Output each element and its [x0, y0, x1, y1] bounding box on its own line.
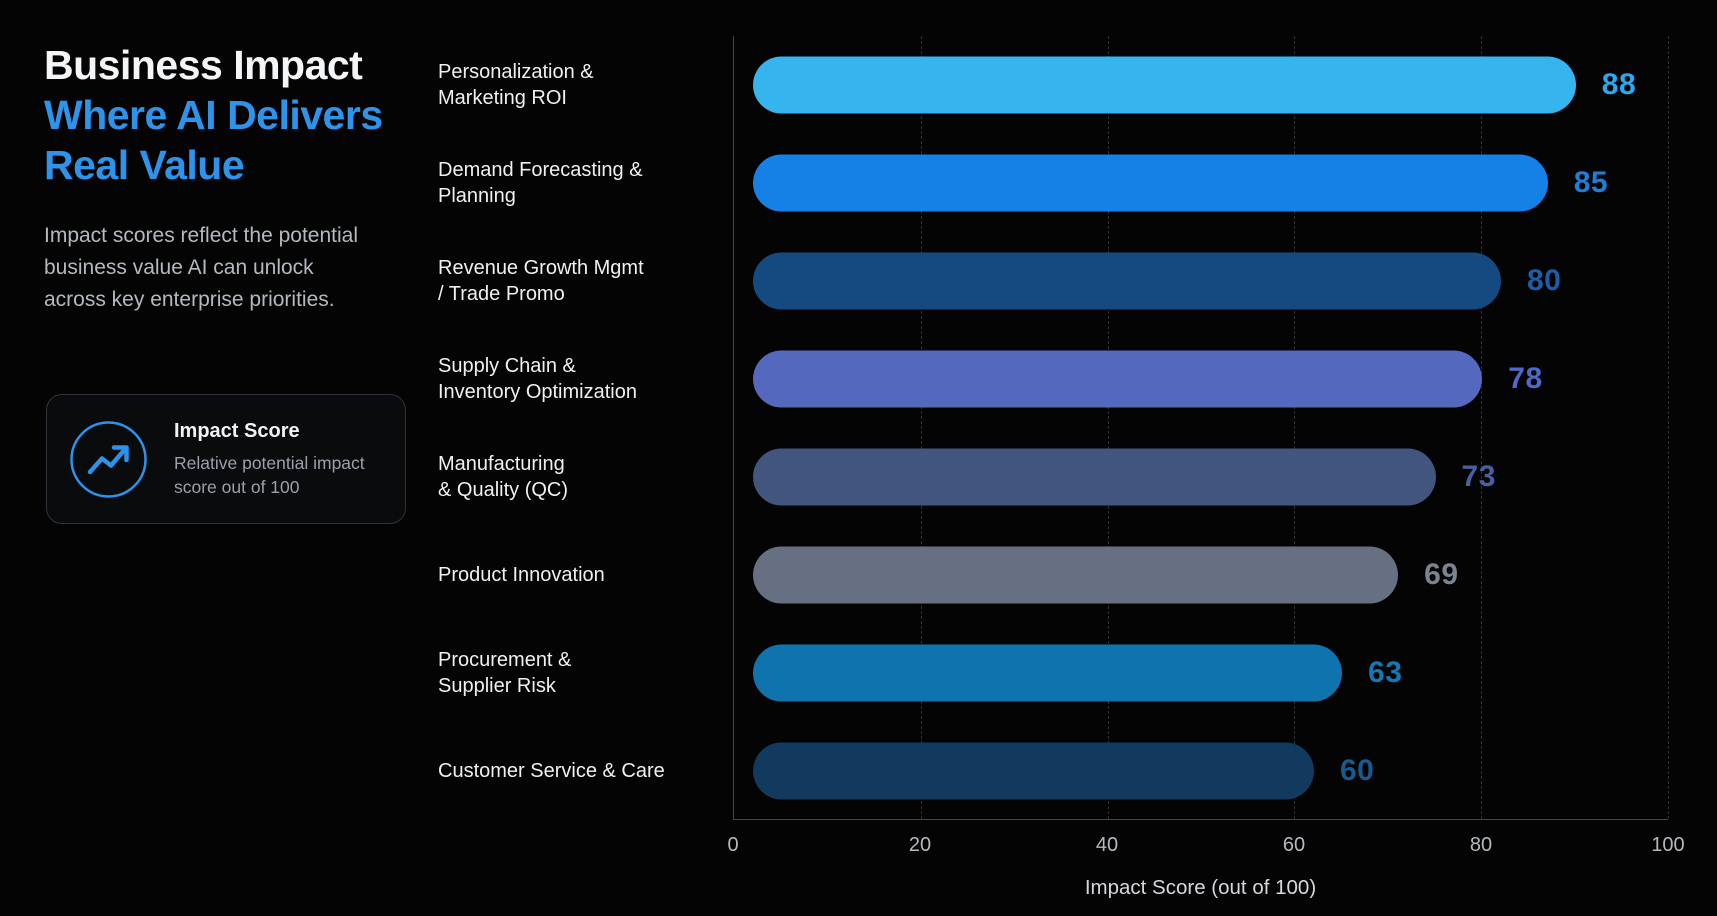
x-tick: 0	[727, 834, 739, 856]
bar-chart: Personalization & Marketing ROI 88 Deman…	[438, 36, 1685, 899]
legend-description: Relative potential impact score out of 1…	[174, 452, 365, 497]
category-label: Product Innovation	[438, 564, 605, 586]
category-label: Revenue Growth Mgmt / Trade Promo	[438, 257, 644, 305]
bar-track: 78	[733, 330, 1668, 428]
bar-value-label: 63	[1368, 656, 1403, 689]
legend-title: Impact Score	[174, 419, 300, 442]
category-label: Manufacturing & Quality (QC)	[438, 453, 569, 501]
x-axis-ticks: 0 20 40 60 80 100	[727, 834, 1684, 860]
impact-bar	[753, 644, 1343, 702]
bar-row: Supply Chain & Inventory Optimization 78	[438, 330, 1668, 428]
impact-bar	[753, 546, 1399, 604]
trending-up-icon	[69, 420, 148, 499]
bar-track: 85	[733, 134, 1668, 232]
bar-value-label: 85	[1573, 166, 1609, 199]
category-label: Personalization & Marketing ROI	[438, 61, 594, 109]
impact-bar	[753, 56, 1576, 114]
bar-rows: Personalization & Marketing ROI 88 Deman…	[438, 36, 1668, 820]
bar-track: 69	[733, 526, 1668, 624]
impact-bar	[753, 742, 1314, 800]
impact-bar	[753, 350, 1483, 408]
page-subtitle: Impact scores reflect the potential busi…	[44, 224, 358, 311]
bar-row: Customer Service & Care 60	[438, 722, 1668, 820]
category-label: Procurement & Supplier Risk	[438, 649, 572, 697]
impact-bar	[753, 154, 1548, 212]
bar-row: Demand Forecasting & Planning 85	[438, 134, 1668, 232]
bar-row: Personalization & Marketing ROI 88	[438, 36, 1668, 134]
bar-value-label: 78	[1508, 362, 1543, 395]
gridline-100	[1668, 36, 1669, 819]
category-label: Demand Forecasting & Planning	[438, 159, 643, 207]
header-panel: Business Impact Where AI Delivers Real V…	[44, 40, 394, 316]
x-tick: 20	[908, 834, 932, 856]
impact-score-legend-card: Impact Score Relative potential impact s…	[46, 394, 406, 524]
legend-text-block: Impact Score Relative potential impact s…	[174, 420, 365, 499]
bar-track: 80	[733, 232, 1668, 330]
impact-bar	[753, 448, 1436, 506]
category-label: Supply Chain & Inventory Optimization	[438, 355, 637, 403]
x-tick: 40	[1095, 834, 1119, 856]
page-title-accent: Where AI Delivers Real Value	[44, 92, 383, 188]
bar-track: 63	[733, 624, 1668, 722]
bar-row: Procurement & Supplier Risk 63	[438, 624, 1668, 722]
bar-row: Product Innovation 69	[438, 526, 1668, 624]
impact-bar	[753, 252, 1501, 310]
category-label: Customer Service & Care	[438, 760, 665, 782]
bar-value-label: 80	[1527, 264, 1562, 297]
page-title: Business Impact	[44, 42, 363, 88]
x-tick: 80	[1469, 834, 1493, 856]
bar-track: 88	[733, 36, 1668, 134]
bar-row: Revenue Growth Mgmt / Trade Promo 80	[438, 232, 1668, 330]
bar-row: Manufacturing & Quality (QC) 73	[438, 428, 1668, 526]
bar-value-label: 73	[1461, 460, 1496, 493]
bar-value-label: 88	[1601, 68, 1637, 101]
bar-value-label: 60	[1340, 754, 1375, 787]
bar-value-label: 69	[1424, 558, 1459, 591]
bar-track: 60	[733, 722, 1668, 820]
bar-track: 73	[733, 428, 1668, 526]
x-tick: 100	[1651, 834, 1685, 856]
x-tick: 60	[1282, 834, 1306, 856]
x-axis-title: Impact Score (out of 100)	[1084, 876, 1317, 899]
